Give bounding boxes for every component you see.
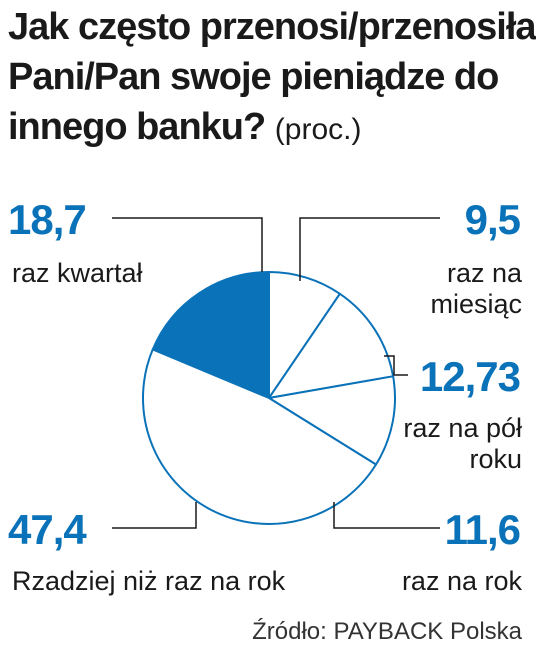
category-label-raz-na-miesiac: raz na miesiąc <box>430 258 522 319</box>
value-label-raz-kwartal: 18,7 <box>8 196 87 243</box>
pie-slice-raz-na-pol-roku <box>268 292 395 399</box>
pie-slices <box>142 271 396 525</box>
category-label-raz-na-rok: raz na rok <box>401 566 522 596</box>
leader-line-rzadziej <box>112 502 197 529</box>
category-label-raz-kwartal: raz kwartał <box>12 258 143 288</box>
category-label-raz-na-pol-roku: raz na pół roku <box>403 413 522 474</box>
chart-title: Jak często przenosi/przenosiła Pani/Pan … <box>8 2 536 155</box>
value-label-raz-na-rok: 11,6 <box>444 506 521 553</box>
value-label-rzadziej: 47,4 <box>8 506 87 553</box>
category-label-rzadziej: Rzadziej niż raz na rok <box>12 566 286 596</box>
leader-line-raz-kwartal <box>112 217 263 272</box>
leader-line-raz-na-pol-roku <box>384 355 408 376</box>
pie-slice-raz-na-miesiac <box>268 271 341 399</box>
pie-slice-raz-kwartal <box>151 271 270 399</box>
leader-line-raz-na-miesiac <box>299 217 440 281</box>
leader-lines <box>112 217 440 529</box>
value-label-raz-na-pol-roku: 12,73 <box>419 353 521 400</box>
pie-slice-raz-na-rok <box>268 375 396 466</box>
source-note: Źródło: PAYBACK Polska <box>252 618 522 645</box>
value-label-raz-na-miesiac: 9,5 <box>464 196 521 243</box>
pie-slice-rzadziej <box>142 348 378 525</box>
title-text: Jak często przenosi/przenosiła Pani/Pan … <box>8 6 536 148</box>
title-unit: (proc.) <box>274 113 362 146</box>
leader-line-raz-na-rok <box>333 502 440 529</box>
